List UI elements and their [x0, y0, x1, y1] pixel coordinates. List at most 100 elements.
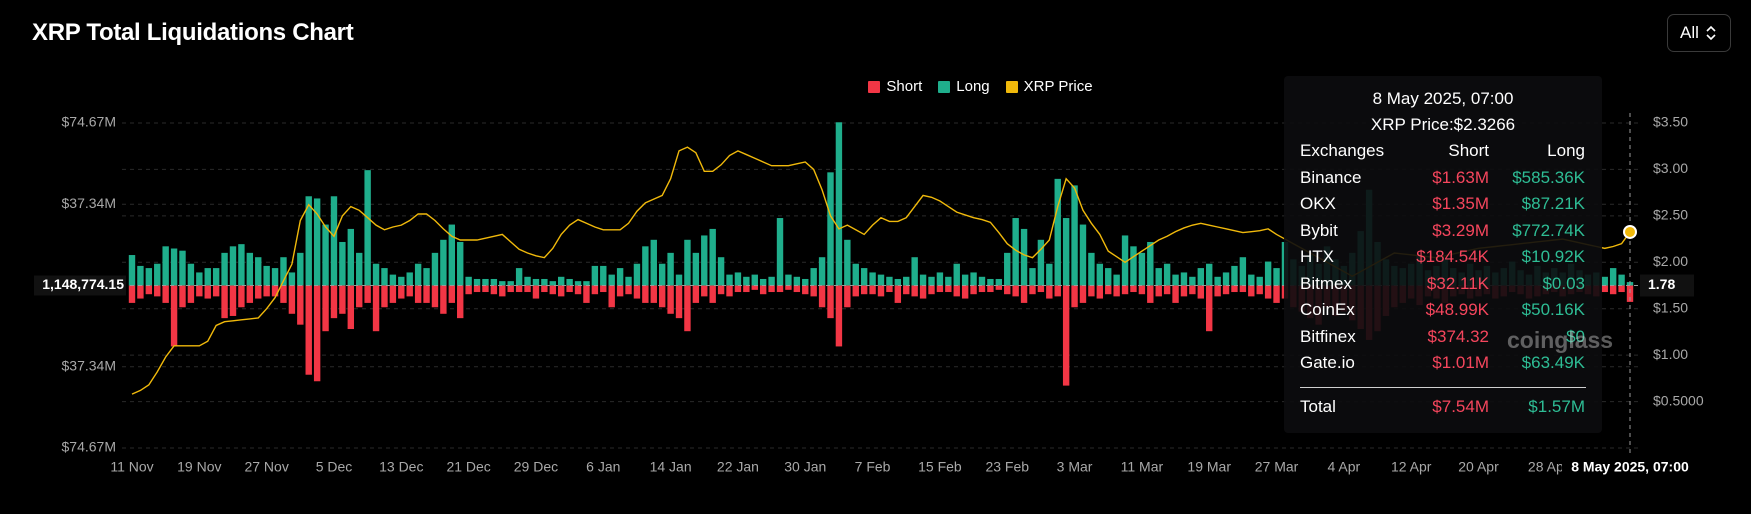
bar	[238, 244, 245, 286]
bar	[1029, 285, 1036, 295]
bar	[364, 170, 371, 286]
bar	[802, 278, 809, 286]
tooltip-row: Bybit $3.29M $772.74K	[1300, 218, 1586, 245]
bar	[717, 285, 725, 295]
bar	[869, 285, 876, 295]
bar	[810, 268, 817, 286]
x-tick-label: 3 Mar	[1057, 459, 1093, 475]
bar	[1601, 285, 1608, 293]
bar	[271, 285, 279, 297]
tooltip-row: Binance $1.63M $585.36K	[1300, 165, 1586, 192]
bar	[818, 257, 826, 286]
y2-tick-label: $0.5000	[1653, 392, 1704, 408]
legend-label: Short	[886, 78, 923, 95]
bar	[591, 265, 599, 286]
x-tick-label: 27 Mar	[1255, 459, 1299, 475]
tooltip-cell: $48.99K	[1425, 300, 1489, 319]
bar	[675, 285, 683, 319]
bar	[1189, 276, 1196, 286]
bar	[835, 122, 843, 286]
bar	[280, 285, 287, 303]
bar	[339, 241, 346, 286]
legend-swatch	[1005, 80, 1018, 93]
bar	[1071, 285, 1078, 308]
bar	[330, 285, 338, 319]
bar	[1180, 272, 1188, 286]
bar	[810, 285, 817, 297]
bar	[431, 252, 439, 286]
bar	[414, 263, 422, 286]
tooltip-cell: $184.54K	[1416, 247, 1489, 266]
bar	[1222, 285, 1230, 295]
bar	[726, 285, 733, 297]
bar	[877, 274, 885, 286]
bar	[1189, 285, 1196, 295]
dropdown-icon[interactable]	[1705, 24, 1717, 42]
bar	[1264, 285, 1272, 299]
bar	[583, 285, 590, 303]
legend: Short Long XRP Price	[0, 78, 1751, 95]
bar	[128, 285, 136, 303]
bar	[961, 285, 969, 299]
bar	[667, 252, 674, 286]
y2-tick-label: $3.00	[1653, 160, 1688, 176]
bar	[642, 285, 649, 303]
range-dropdown[interactable]: All	[1667, 14, 1731, 52]
bar	[457, 241, 464, 286]
bar	[1197, 268, 1204, 286]
bar	[1626, 285, 1634, 302]
bar	[574, 285, 582, 295]
bar	[170, 285, 178, 347]
bar	[860, 268, 868, 286]
bar	[541, 278, 548, 286]
bar	[305, 196, 312, 286]
bar	[785, 274, 792, 286]
bar	[246, 285, 254, 303]
bar	[1096, 285, 1104, 299]
tooltip-cell: $63.49K	[1521, 353, 1585, 372]
tooltip-row: Bitfinex $374.32 $0	[1300, 324, 1586, 351]
bar	[263, 265, 270, 286]
bar	[566, 278, 573, 286]
bar	[364, 285, 371, 303]
bar	[1256, 276, 1263, 286]
bar	[776, 218, 784, 286]
bar	[776, 285, 784, 293]
bar	[389, 274, 397, 286]
bar	[768, 285, 775, 293]
bar	[389, 285, 397, 303]
bar	[381, 285, 388, 308]
bar	[616, 285, 624, 297]
bar	[1273, 285, 1280, 303]
dropdown-label[interactable]: All	[1680, 23, 1699, 42]
tooltip-cell: Gate.io	[1300, 353, 1355, 372]
bar	[162, 285, 169, 303]
x-tick-label: 4 Apr	[1328, 459, 1361, 475]
tooltip-cell: $1.01M	[1432, 353, 1489, 372]
tooltip-title: 8 May 2025, 07:00	[1372, 89, 1514, 108]
bar	[650, 285, 657, 303]
bar	[246, 252, 254, 286]
tooltip-cell: $7.54M	[1432, 396, 1489, 416]
bar	[642, 246, 649, 286]
bar	[406, 285, 413, 297]
bar	[137, 265, 144, 286]
tooltip-separator	[1300, 386, 1586, 388]
bar	[322, 224, 329, 286]
tooltip-cell: $87.21K	[1521, 194, 1585, 213]
bar	[684, 239, 691, 286]
bar	[608, 274, 615, 286]
bar	[440, 239, 447, 286]
legend-item: XRP Price	[1005, 78, 1093, 95]
bar	[945, 276, 952, 286]
bar	[221, 285, 228, 319]
bar	[288, 272, 296, 286]
bar	[658, 263, 666, 286]
bar	[675, 274, 683, 286]
tooltip-cell: Short	[1448, 141, 1489, 160]
bar	[1121, 235, 1129, 286]
x-tick-label: 6 Jan	[586, 459, 620, 475]
bar	[894, 285, 902, 303]
bar	[911, 285, 918, 297]
tooltip: 8 May 2025, 07:00 XRP Price:$2.3266 Exch…	[1284, 76, 1602, 433]
